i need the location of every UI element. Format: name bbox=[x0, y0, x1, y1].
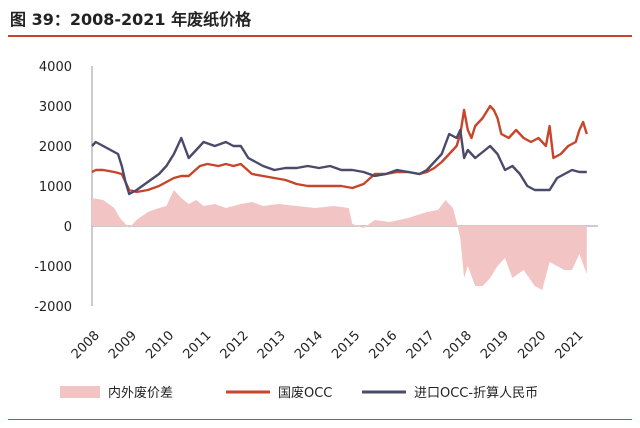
y-tick-label: 3000 bbox=[39, 100, 72, 115]
legend: 内外废价差 国废OCC 进口OCC-折算人民币 bbox=[60, 385, 538, 401]
x-tick-label: 2013 bbox=[255, 328, 289, 362]
legend-label: 国废OCC bbox=[278, 385, 332, 401]
y-tick-label: 4000 bbox=[39, 60, 72, 75]
x-tick-label: 2017 bbox=[404, 328, 438, 362]
legend-label: 内外废价差 bbox=[108, 385, 173, 401]
x-tick-label: 2009 bbox=[106, 328, 140, 362]
x-tick-label: 2018 bbox=[441, 328, 475, 362]
x-tick-label: 2010 bbox=[143, 328, 177, 362]
page-title: 图 39：2008-2021 年废纸价格 bbox=[10, 10, 252, 29]
x-tick-labels: 2008 2009 2010 2011 2012 2013 2014 2015 2016 2017… bbox=[69, 328, 587, 362]
series-area-price-diff bbox=[92, 190, 587, 290]
line-series-layer bbox=[91, 104, 588, 196]
x-tick-label: 2020 bbox=[515, 328, 549, 362]
x-tick-label: 2011 bbox=[180, 328, 214, 362]
y-tick-label: -2000 bbox=[34, 300, 72, 315]
x-tick-label: 2021 bbox=[552, 328, 586, 362]
title-rule bbox=[8, 35, 632, 37]
y-tick-label: 2000 bbox=[39, 140, 72, 155]
x-tick-label: 2012 bbox=[218, 328, 252, 362]
legend-label: 进口OCC-折算人民币 bbox=[414, 386, 538, 401]
x-tick-label: 2015 bbox=[329, 328, 363, 362]
x-tick-label: 2019 bbox=[478, 328, 512, 362]
y-tick-label: 1000 bbox=[39, 180, 72, 195]
x-tick-label: 2016 bbox=[366, 328, 400, 362]
series-line-import-occ bbox=[91, 128, 587, 196]
x-tick-label: 2014 bbox=[292, 328, 326, 362]
bottom-rule bbox=[8, 419, 632, 420]
area-series-layer bbox=[92, 190, 587, 290]
y-tick-labels: 4000 3000 2000 1000 0 -1000 -2000 bbox=[34, 60, 72, 315]
y-tick-label: -1000 bbox=[34, 260, 72, 275]
x-tick-label: 2008 bbox=[69, 328, 103, 362]
legend-swatch-price-diff bbox=[60, 386, 100, 398]
series-line-domestic-occ bbox=[91, 104, 588, 194]
y-tick-label: 0 bbox=[64, 220, 72, 235]
